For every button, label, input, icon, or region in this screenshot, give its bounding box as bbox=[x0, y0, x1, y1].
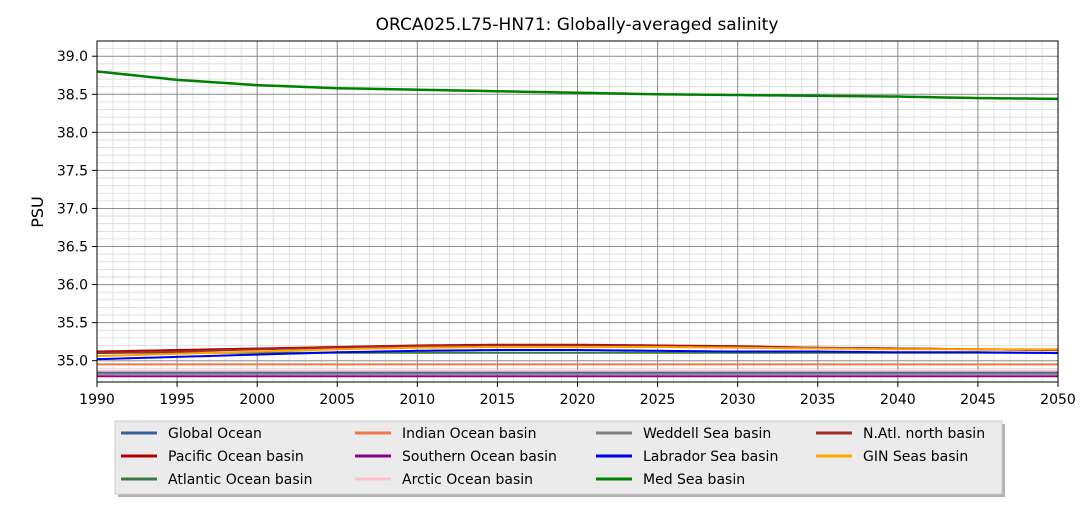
x-tick-label: 2010 bbox=[400, 392, 436, 408]
y-axis-label: PSU bbox=[28, 196, 47, 228]
y-tick-label: 36.0 bbox=[57, 278, 88, 294]
y-tick-label: 37.5 bbox=[57, 163, 88, 179]
x-tick-label: 2035 bbox=[800, 392, 836, 408]
y-tick-label: 36.5 bbox=[57, 240, 88, 256]
y-tick-label: 39.0 bbox=[57, 49, 88, 65]
x-tick-label: 2020 bbox=[560, 392, 596, 408]
series-line-med-sea-basin bbox=[97, 70, 1058, 101]
x-tick-label: 1995 bbox=[159, 392, 195, 408]
y-tick-label: 38.5 bbox=[57, 87, 88, 103]
major-grid bbox=[96, 41, 1059, 382]
x-tick-label: 2045 bbox=[960, 392, 996, 408]
legend-label: GIN Seas basin bbox=[863, 449, 968, 465]
x-tick-label: 2025 bbox=[640, 392, 676, 408]
series-line-gin-seas-basin bbox=[97, 345, 1058, 358]
series-line-labrador-sea-basin bbox=[97, 349, 1058, 361]
y-axis: 35.0 35.5 36.0 36.5 37.0 37.5 38.0 38.5 39.0 bbox=[57, 49, 97, 370]
x-tick-label: 2050 bbox=[1040, 392, 1076, 408]
chart-title: ORCA025.L75-HN71: Globally-averaged sali… bbox=[376, 15, 779, 35]
legend-label: N.Atl. north basin bbox=[863, 426, 985, 442]
x-axis: 1990 1995 2000 2005 2010 2015 2020 2025 2030 2035… bbox=[79, 382, 1076, 408]
legend-label: Med Sea basin bbox=[643, 472, 745, 488]
legend-label: Indian Ocean basin bbox=[402, 426, 536, 442]
legend-label: Pacific Ocean basin bbox=[168, 449, 304, 465]
y-tick-label: 37.0 bbox=[57, 201, 88, 217]
x-tick-label: 1990 bbox=[79, 392, 115, 408]
x-tick-label: 2005 bbox=[319, 392, 355, 408]
legend-label: Southern Ocean basin bbox=[402, 449, 557, 465]
legend: Global Ocean Pacific Ocean basin Atlantic … bbox=[114, 420, 1005, 497]
legend-label: Weddell Sea basin bbox=[643, 426, 771, 442]
y-tick-label: 38.0 bbox=[57, 125, 88, 141]
x-tick-label: 2040 bbox=[880, 392, 916, 408]
x-tick-label: 2015 bbox=[480, 392, 516, 408]
y-tick-label: 35.0 bbox=[57, 354, 88, 370]
x-tick-label: 2000 bbox=[239, 392, 275, 408]
series-group bbox=[97, 70, 1058, 378]
x-tick-label: 2030 bbox=[720, 392, 756, 408]
y-tick-label: 35.5 bbox=[57, 316, 88, 332]
legend-label: Atlantic Ocean basin bbox=[168, 472, 312, 488]
legend-label: Labrador Sea basin bbox=[643, 449, 778, 465]
legend-label: Arctic Ocean basin bbox=[402, 472, 533, 488]
legend-box bbox=[114, 420, 1003, 495]
legend-label: Global Ocean bbox=[168, 426, 262, 442]
